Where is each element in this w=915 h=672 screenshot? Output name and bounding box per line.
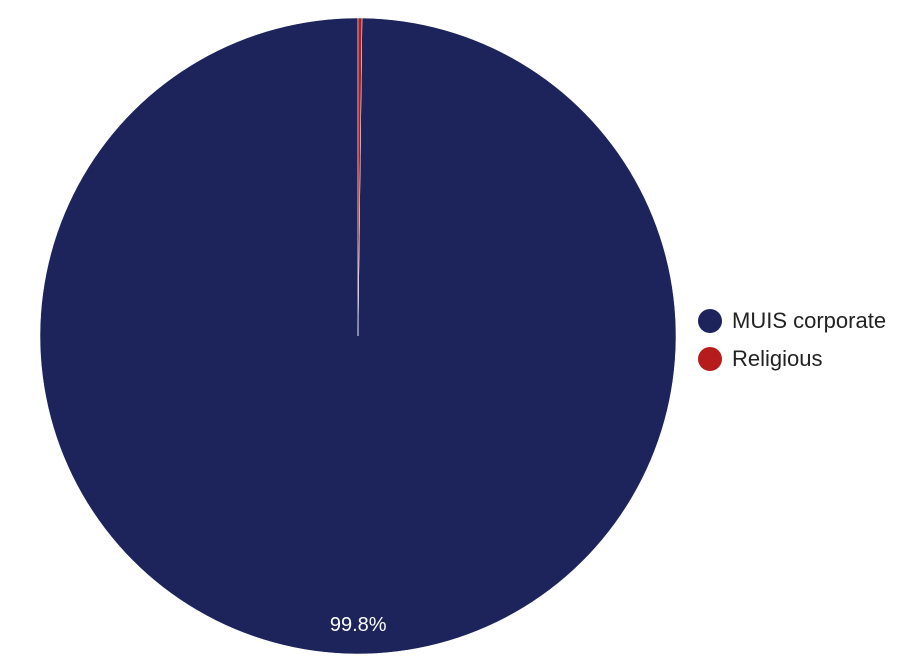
- legend-swatch-religious: [698, 347, 722, 371]
- legend-item-religious[interactable]: Religious: [698, 340, 886, 378]
- pie-data-labels: 99.8%: [330, 614, 387, 636]
- pie-slices: [39, 17, 677, 655]
- legend-label-religious: Religious: [732, 346, 823, 371]
- chart-legend: MUIS corporate Religious: [698, 302, 886, 378]
- data-label-muis-corporate: 99.8%: [330, 614, 387, 636]
- legend-item-muis-corporate[interactable]: MUIS corporate: [698, 302, 886, 340]
- pie-slice-religious[interactable]: [357, 17, 363, 337]
- legend-swatch-muis-corporate: [698, 309, 722, 333]
- legend-label-muis-corporate: MUIS corporate: [732, 308, 887, 333]
